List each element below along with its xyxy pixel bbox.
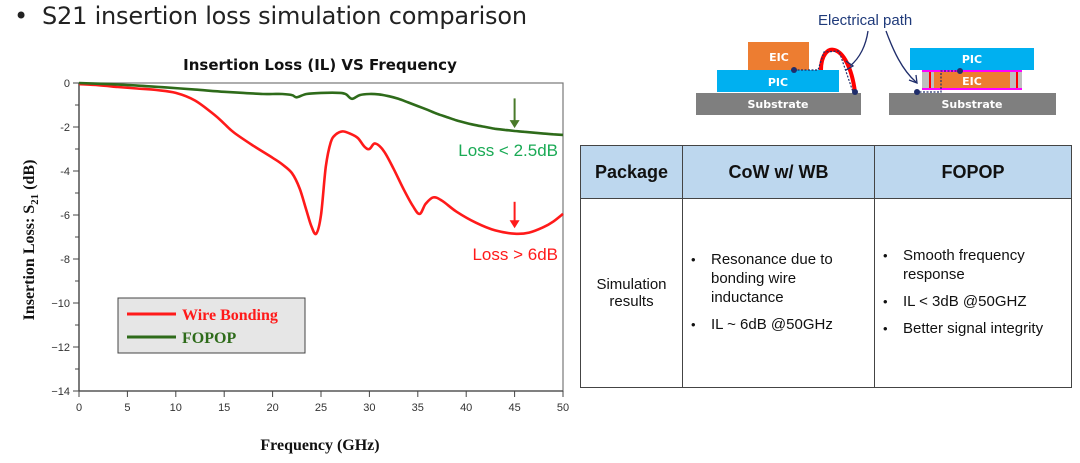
slide-title-text: S21 insertion loss simulation comparison: [41, 2, 527, 30]
right-substrate: [889, 93, 1056, 115]
y-tick-label: −14: [51, 386, 70, 398]
series-line-fopop: [78, 81, 564, 137]
right-via: [1016, 72, 1018, 88]
x-axis-label: Frequency (GHz): [260, 437, 379, 454]
callout-arrowhead-left: [845, 60, 855, 71]
series-line-wire-bonding: [78, 82, 564, 236]
y-tick-label: -4: [60, 166, 70, 178]
fopop-stack: Substrate PIC EIC: [889, 48, 1056, 115]
annotation-label: Loss > 6dB: [472, 245, 558, 264]
table-header-row: Package CoW w/ WB FOPOP: [580, 145, 1072, 199]
x-tick-label: 20: [266, 402, 278, 414]
callout-arrowhead-right: [908, 74, 918, 84]
right-rdl-top: [922, 70, 1022, 72]
y-axis-label: Insertion Loss: S21 (dB): [21, 160, 41, 321]
x-tick-label: 40: [460, 402, 472, 414]
left-eic-label: EIC: [769, 51, 789, 64]
left-eic: [748, 42, 809, 70]
y-tick-label: 0: [64, 78, 70, 90]
right-pic-label: PIC: [962, 53, 982, 66]
cell-fopop-results: Smooth frequency response IL < 3dB @50GH…: [874, 198, 1072, 388]
header-cow-wb: CoW w/ WB: [682, 145, 875, 199]
x-tick-label: 45: [508, 402, 520, 414]
right-substrate-label: Substrate: [942, 98, 1003, 111]
annotation-arrow-head: [509, 220, 520, 229]
right-electrical-path: [918, 70, 960, 93]
y-ticks: 0 -2 -4 -6 -8 −10 −12 −14: [51, 78, 79, 398]
legend-label-fopop: FOPOP: [182, 330, 236, 347]
x-tick-label: 50: [557, 402, 569, 414]
y-axis-label-main: Insertion Loss: S: [21, 205, 38, 321]
right-rdl-bottom: [922, 88, 1022, 90]
table-row: Simulation results Resonance due to bond…: [580, 198, 1072, 388]
chart-title: Insertion Loss (IL) VS Frequency: [183, 56, 457, 74]
x-tick-label: 30: [363, 402, 375, 414]
annotations: Loss < 2.5dB Loss > 6dB: [458, 98, 558, 264]
series-group: [78, 81, 564, 236]
y-tick-label: -6: [60, 210, 70, 222]
left-path-node: [852, 89, 858, 95]
cell-cow-wb-results: Resonance due to bonding wire inductance…: [682, 198, 875, 388]
y-tick-label: -8: [60, 254, 70, 266]
row-label-simulation-results: Simulation results: [580, 198, 683, 388]
x-ticks: 0 5 10 15 20 25 30 35 40 45 50: [76, 391, 569, 414]
y-tick-label: −12: [51, 342, 70, 354]
legend-label-wire-bonding: Wire Bonding: [182, 307, 278, 324]
slide-title: • S21 insertion loss simulation compariso…: [14, 2, 527, 30]
cow-wb-point: Resonance due to bonding wire inductance: [691, 250, 866, 307]
insertion-loss-chart: Insertion Loss (IL) VS Frequency 0 5 10 15 2…: [21, 56, 569, 454]
comparison-table: Package CoW w/ WB FOPOP Simulation resul…: [580, 145, 1072, 388]
legend-box: [117, 297, 306, 354]
right-path-node: [914, 89, 920, 95]
x-tick-label: 5: [124, 402, 130, 414]
header-package: Package: [580, 145, 683, 199]
y-tick-label: -2: [60, 122, 70, 134]
electrical-path-label: Electrical path: [818, 12, 912, 29]
annotation-arrow-head: [509, 120, 520, 129]
bullet-icon: •: [14, 2, 28, 30]
left-electrical-path: [794, 50, 854, 93]
x-tick-label: 10: [170, 402, 182, 414]
legend: Wire Bonding FOPOP: [117, 297, 306, 354]
left-pic: [717, 70, 839, 92]
cow-wb-point: IL ~ 6dB @50GHz: [691, 315, 866, 334]
fopop-point: Smooth frequency response: [883, 246, 1063, 284]
right-path-node: [957, 68, 963, 74]
y-axis-label-tail: (dB): [21, 160, 38, 194]
left-pic-label: PIC: [768, 76, 788, 89]
x-tick-label: 15: [218, 402, 230, 414]
left-substrate: [696, 93, 861, 115]
x-tick-label: 25: [315, 402, 327, 414]
package-cross-section-diagram: Electrical path Substrate PIC EIC Substr…: [696, 12, 1056, 115]
fopop-point: Better signal integrity: [883, 319, 1063, 338]
right-pic: [910, 48, 1034, 70]
y-axis-label-sub: 21: [29, 194, 41, 205]
cow-wb-stack: Substrate PIC EIC: [696, 42, 861, 115]
x-tick-label: 0: [76, 402, 82, 414]
annotation-label: Loss < 2.5dB: [458, 141, 558, 160]
right-eic-label: EIC: [962, 75, 982, 88]
x-tick-label: 35: [412, 402, 424, 414]
y-tick-label: −10: [51, 298, 70, 310]
fopop-point: IL < 3dB @50GHZ: [883, 292, 1063, 311]
right-eic: [934, 72, 1010, 89]
electrical-path-arrow-right: [885, 30, 917, 83]
electrical-path-arrow-left: [849, 30, 869, 67]
bond-wire: [819, 47, 857, 93]
left-path-node: [791, 67, 797, 73]
right-via: [929, 72, 931, 88]
header-fopop: FOPOP: [874, 145, 1072, 199]
left-substrate-label: Substrate: [748, 98, 809, 111]
